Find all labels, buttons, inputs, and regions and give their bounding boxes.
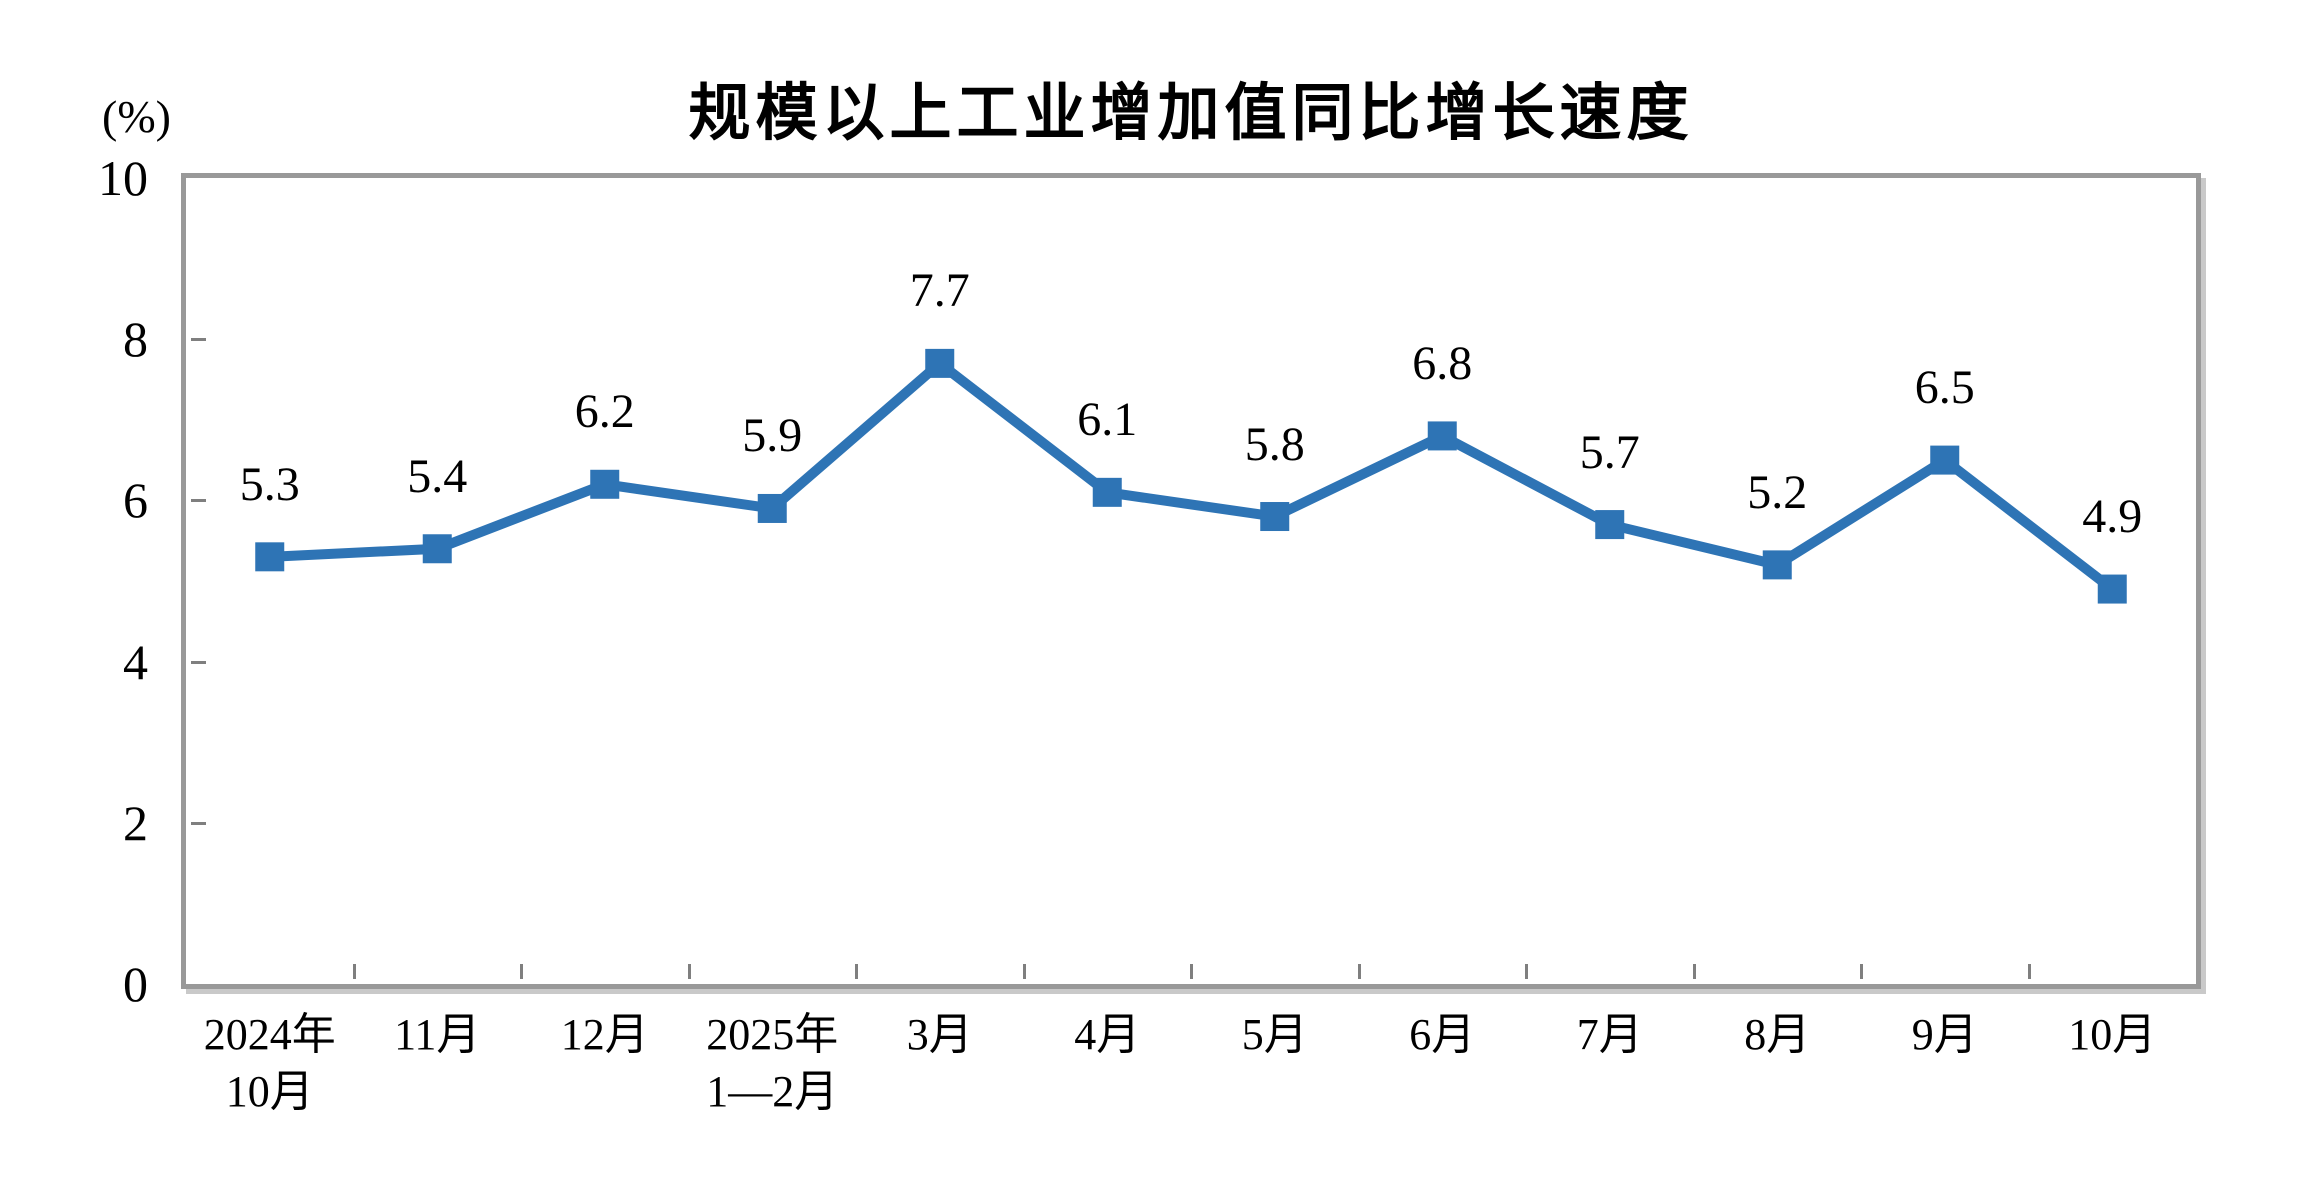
x-tick — [1022, 964, 1026, 979]
x-tick-label-line: 10月 — [2068, 1010, 2157, 1059]
data-label: 5.7 — [1579, 425, 1640, 479]
data-label: 6.8 — [1412, 336, 1473, 390]
data-point-marker — [1595, 510, 1625, 540]
data-label: 7.7 — [909, 264, 970, 318]
x-tick — [520, 964, 523, 979]
x-tick — [1357, 964, 1361, 979]
data-label: 6.2 — [574, 385, 635, 439]
y-tick-label: 6 — [123, 472, 148, 529]
data-label: 5.2 — [1747, 465, 1808, 519]
x-tick-label-line: 11月 — [394, 1010, 481, 1059]
x-tick — [1692, 964, 1696, 979]
x-tick-label: 7月 — [1577, 1006, 1643, 1063]
y-tick-label: 2 — [123, 794, 148, 851]
x-tick — [1860, 964, 1863, 979]
data-point-marker — [925, 348, 955, 378]
y-axis-unit-label: (%) — [102, 91, 171, 142]
x-tick-label: 8月 — [1744, 1006, 1810, 1063]
x-tick-label: 2024年 10月 — [204, 1006, 336, 1120]
data-label: 6.5 — [1914, 361, 1975, 415]
y-tick-label: 8 — [123, 311, 148, 368]
x-tick-label: 11月 — [394, 1006, 480, 1063]
series-svg — [255, 348, 2127, 604]
x-tick — [1525, 964, 1528, 979]
x-tick-label-line: 12月 — [560, 1010, 649, 1059]
data-label: 6.1 — [1077, 393, 1138, 447]
y-tick-label: 0 — [123, 956, 148, 1012]
data-point-marker — [1427, 421, 1457, 451]
x-tick-label-line: 4月 — [1074, 1010, 1141, 1059]
x-tick-label-line: 6月 — [1409, 1010, 1476, 1059]
y-tick — [191, 499, 206, 503]
x-tick-label: 12月 — [561, 1006, 649, 1063]
x-tick-label: 6月 — [1409, 1006, 1475, 1063]
data-label: 5.9 — [742, 409, 803, 463]
y-tick-label: 4 — [123, 633, 148, 690]
data-point-marker — [1260, 502, 1290, 532]
y-tick — [191, 338, 206, 342]
data-point-marker — [757, 493, 787, 523]
x-tick-label-line: 10月 — [225, 1067, 314, 1116]
data-label: 4.9 — [2082, 490, 2143, 544]
data-point-marker — [1092, 477, 1122, 507]
x-tick-label-line: 7月 — [1576, 1010, 1643, 1059]
x-tick-label: 9月 — [1912, 1006, 1978, 1063]
x-tick-label-line: 1—2月 — [706, 1067, 839, 1116]
data-point-marker — [1930, 445, 1960, 475]
y-tick-label: 10 — [98, 150, 148, 206]
x-tick-label: 2025年 1—2月 — [706, 1006, 838, 1120]
data-label: 5.4 — [407, 449, 468, 503]
x-tick-label-line: 8月 — [1744, 1010, 1811, 1059]
x-tick-label: 3月 — [907, 1006, 973, 1063]
data-point-marker — [1762, 550, 1792, 580]
x-tick-label: 4月 — [1074, 1006, 1140, 1063]
x-tick-label-line: 2025年 — [706, 1010, 839, 1059]
y-tick — [191, 660, 206, 664]
data-point-marker — [255, 542, 285, 572]
x-tick — [2027, 964, 2031, 979]
series-line — [269, 356, 2116, 594]
x-tick-label-line: 2024年 — [203, 1010, 336, 1059]
data-label: 5.8 — [1244, 417, 1305, 471]
y-tick — [191, 821, 206, 825]
x-tick-label-line: 5月 — [1241, 1010, 1308, 1059]
x-tick-label: 10月 — [2068, 1006, 2156, 1063]
data-point-marker — [590, 469, 620, 499]
data-point-marker — [2097, 574, 2127, 604]
x-tick-label-line: 3月 — [906, 1010, 973, 1059]
chart-title: 规模以上工业增加值同比增长速度 — [688, 79, 1694, 148]
x-tick — [352, 964, 356, 979]
data-label: 5.3 — [239, 457, 300, 511]
x-tick-label: 5月 — [1242, 1006, 1308, 1063]
x-tick-label-line: 9月 — [1911, 1010, 1978, 1059]
plot-area — [181, 173, 2201, 989]
x-tick — [855, 964, 858, 979]
x-tick — [687, 964, 691, 979]
data-point-marker — [422, 534, 452, 564]
x-tick — [1190, 964, 1193, 979]
